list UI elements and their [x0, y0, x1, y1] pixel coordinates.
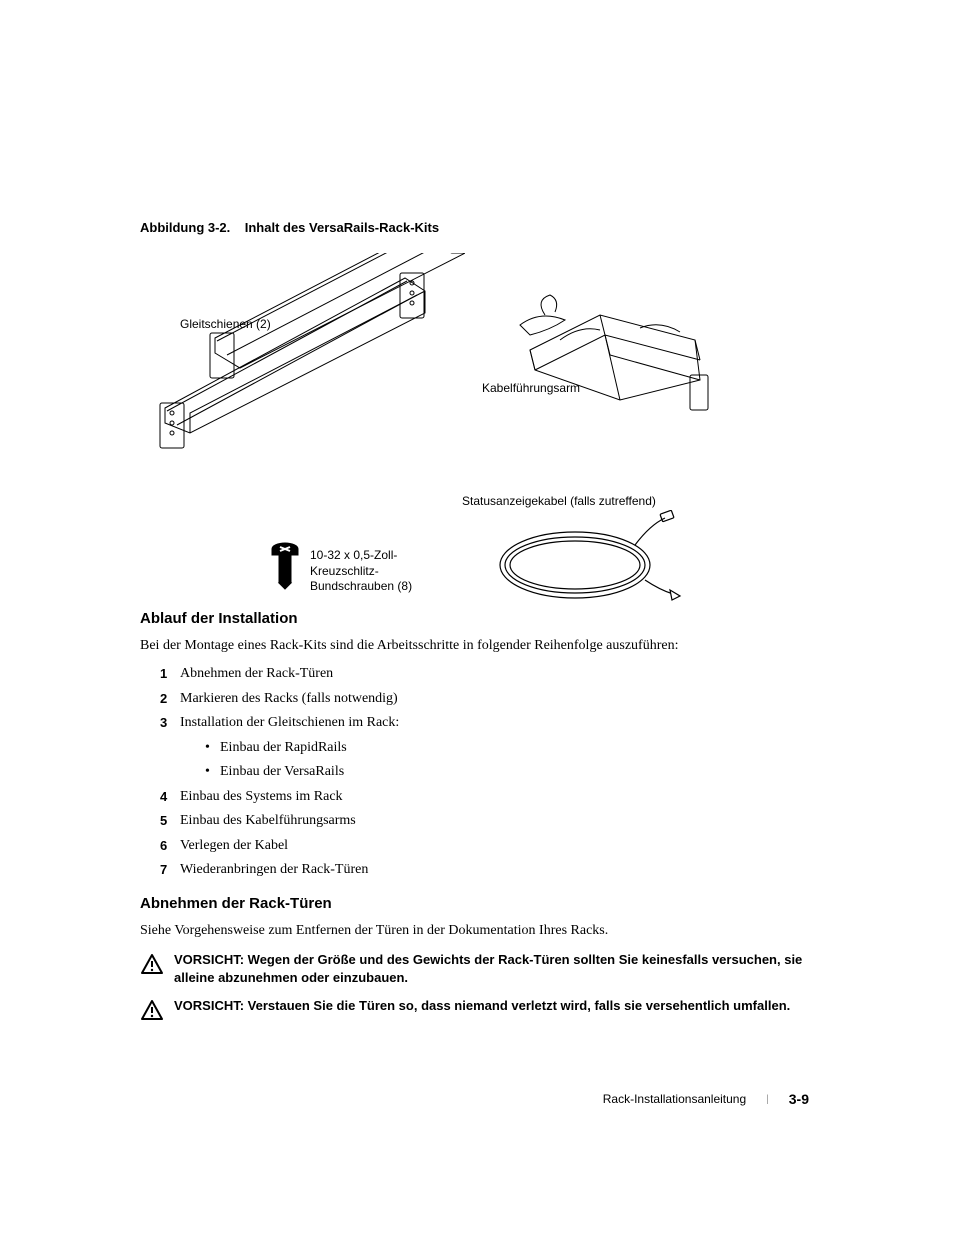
- caution-1-text: VORSICHT: Wegen der Größe und des Gewich…: [174, 951, 814, 987]
- step-4: 4Einbau des Systems im Rack: [160, 785, 814, 810]
- substep-2: Einbau der VersaRails: [200, 760, 814, 785]
- step-3-text: Installation der Gleitschienen im Rack:: [180, 715, 399, 730]
- page-footer: Rack-Installationsanleitung | 3-9: [603, 1091, 809, 1107]
- kabelfuehrungsarm-diagram: [500, 270, 760, 440]
- caution-2-body: Verstauen Sie die Türen so, dass niemand…: [248, 998, 791, 1013]
- footer-pagenum: 3-9: [789, 1091, 809, 1107]
- step-1-text: Abnehmen der Rack-Türen: [180, 666, 333, 681]
- warning-icon: [140, 999, 164, 1021]
- gleitschienen-label: Gleitschienen (2): [180, 317, 271, 331]
- figure-container: Gleitschienen (2) Kabelführungsarm Statu…: [140, 245, 814, 585]
- cable-diagram: [485, 510, 685, 610]
- section2-heading: Abnehmen der Rack-Türen: [140, 895, 814, 912]
- substep-1: Einbau der RapidRails: [200, 736, 814, 761]
- step-7-text: Wiederanbringen der Rack-Türen: [180, 862, 368, 877]
- installation-steps: 1Abnehmen der Rack-Türen 2Markieren des …: [140, 662, 814, 883]
- caution-1: VORSICHT: Wegen der Größe und des Gewich…: [140, 951, 814, 987]
- step-6: 6Verlegen der Kabel: [160, 834, 814, 859]
- substep-1-text: Einbau der RapidRails: [220, 740, 347, 755]
- footer-separator: |: [766, 1094, 769, 1105]
- caution-1-body: Wegen der Größe und des Gewichts der Rac…: [174, 952, 802, 985]
- step-7: 7Wiederanbringen der Rack-Türen: [160, 858, 814, 883]
- step-4-text: Einbau des Systems im Rack: [180, 789, 343, 804]
- gleitschienen-diagram: [145, 253, 465, 463]
- figure-caption-prefix: Abbildung 3-2.: [140, 220, 230, 235]
- caution-label: VORSICHT:: [174, 998, 248, 1013]
- caution-label: VORSICHT:: [174, 952, 248, 967]
- screw-diagram: [265, 541, 305, 591]
- schrauben-line1: 10-32 x 0,5-Zoll-: [310, 548, 397, 562]
- section1-intro: Bei der Montage eines Rack-Kits sind die…: [140, 635, 814, 656]
- step-1: 1Abnehmen der Rack-Türen: [160, 662, 814, 687]
- warning-icon: [140, 953, 164, 975]
- caution-2: VORSICHT: Verstauen Sie die Türen so, da…: [140, 997, 814, 1021]
- step-6-text: Verlegen der Kabel: [180, 838, 288, 853]
- step-5-text: Einbau des Kabelführungsarms: [180, 813, 356, 828]
- schrauben-line3: Bundschrauben (8): [310, 579, 412, 593]
- schrauben-label: 10-32 x 0,5-Zoll- Kreuzschlitz- Bundschr…: [310, 548, 412, 595]
- figure-caption: Abbildung 3-2. Inhalt des VersaRails-Rac…: [140, 220, 814, 235]
- step-2-text: Markieren des Racks (falls notwendig): [180, 691, 398, 706]
- section2-intro: Siehe Vorgehensweise zum Entfernen der T…: [140, 920, 814, 941]
- kabelfuehrungsarm-label: Kabelführungsarm: [482, 381, 580, 395]
- caution-2-text: VORSICHT: Verstauen Sie die Türen so, da…: [174, 997, 790, 1015]
- step-3: 3Installation der Gleitschienen im Rack:…: [160, 711, 814, 785]
- schrauben-line2: Kreuzschlitz-: [310, 564, 379, 578]
- step-5: 5Einbau des Kabelführungsarms: [160, 809, 814, 834]
- footer-doctitle: Rack-Installationsanleitung: [603, 1092, 746, 1106]
- section1-heading: Ablauf der Installation: [140, 610, 814, 627]
- statusanzeigekabel-label: Statusanzeigekabel (falls zutreffend): [462, 494, 656, 508]
- step-3-sublist: Einbau der RapidRails Einbau der VersaRa…: [180, 736, 814, 785]
- substep-2-text: Einbau der VersaRails: [220, 764, 344, 779]
- step-2: 2Markieren des Racks (falls notwendig): [160, 687, 814, 712]
- figure-caption-title: Inhalt des VersaRails-Rack-Kits: [245, 220, 439, 235]
